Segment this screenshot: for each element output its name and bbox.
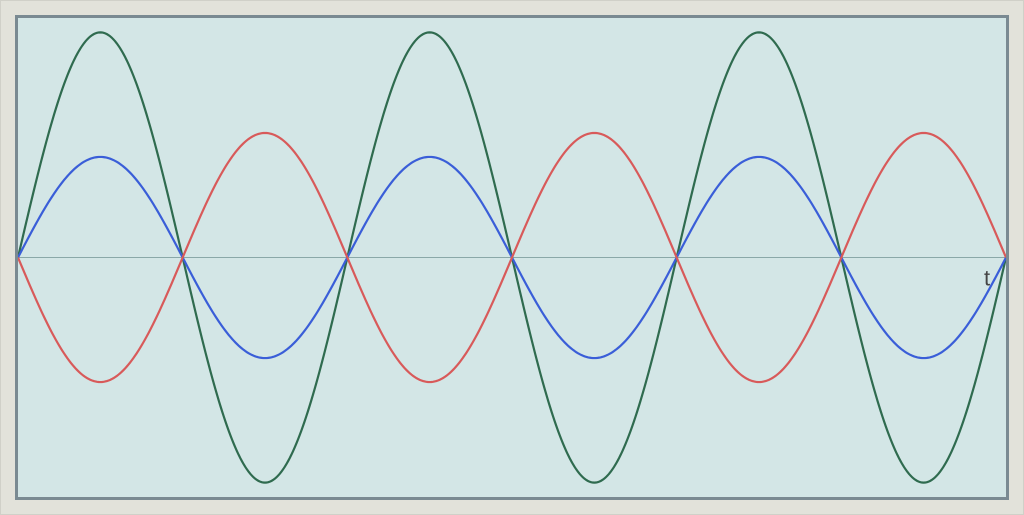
wave-chart-svg: t [18,18,1006,497]
outer-frame: t [0,0,1024,515]
wave-chart-panel: t [15,15,1009,500]
x-axis-label: t [984,265,990,290]
